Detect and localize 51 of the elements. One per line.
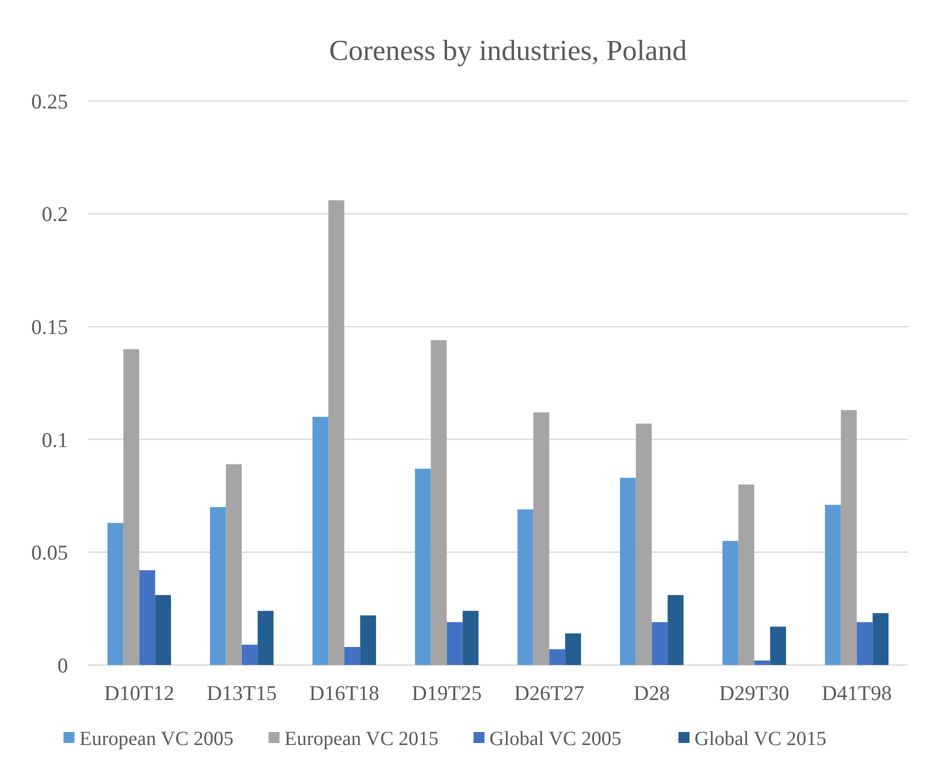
bar: [722, 540, 738, 665]
bar: [344, 646, 360, 665]
bar: [312, 416, 328, 665]
bar: [328, 200, 344, 665]
bar: [210, 507, 226, 665]
bar: [226, 464, 242, 665]
bar: [139, 570, 156, 665]
legend-label: Global VC 2015: [694, 728, 826, 750]
bar: [414, 468, 431, 665]
bar: [565, 633, 582, 665]
bar: [517, 509, 534, 665]
bar: [636, 424, 652, 665]
y-tick-label: 0.1: [42, 428, 68, 452]
x-tick-label: D10T12: [104, 681, 174, 705]
y-tick-label: 0.2: [42, 202, 68, 226]
bar: [872, 613, 889, 665]
bar: [549, 649, 566, 665]
y-tick-label: 0.25: [31, 89, 68, 114]
bar: [668, 595, 684, 665]
bar: [620, 478, 636, 665]
bar: [446, 622, 463, 665]
x-tick-label: D19T25: [412, 681, 482, 705]
bar: [856, 622, 873, 665]
bar: [754, 660, 770, 665]
x-tick-label: D16T18: [309, 681, 380, 705]
x-tick-label: D29T30: [719, 681, 790, 705]
x-tick-label: D41T98: [822, 681, 892, 705]
bar: [258, 610, 274, 665]
bar: [360, 615, 376, 665]
y-tick-label: 0.15: [31, 314, 68, 339]
y-tick-label: 0.05: [31, 540, 68, 565]
legend-label: European VC 2015: [284, 728, 439, 750]
legend-label: Global VC 2005: [490, 728, 622, 750]
legend-label: European VC 2005: [80, 728, 234, 750]
bar: [123, 349, 140, 665]
bar: [652, 622, 668, 665]
bar: [155, 595, 172, 665]
bar: [242, 644, 258, 665]
chart-title: Coreness by industries, Poland: [329, 35, 688, 67]
x-tick-label: D26T27: [514, 681, 584, 705]
bar: [462, 610, 479, 665]
bar: [533, 412, 550, 665]
bar: [770, 626, 786, 665]
bar: [840, 410, 857, 665]
x-tick-label: D28: [634, 681, 670, 705]
bar: [738, 484, 754, 665]
bar: [107, 522, 124, 665]
y-tick-label: 0: [58, 653, 68, 678]
bar: [430, 340, 447, 665]
bar: [824, 504, 841, 665]
x-tick-label: D13T15: [206, 681, 277, 705]
